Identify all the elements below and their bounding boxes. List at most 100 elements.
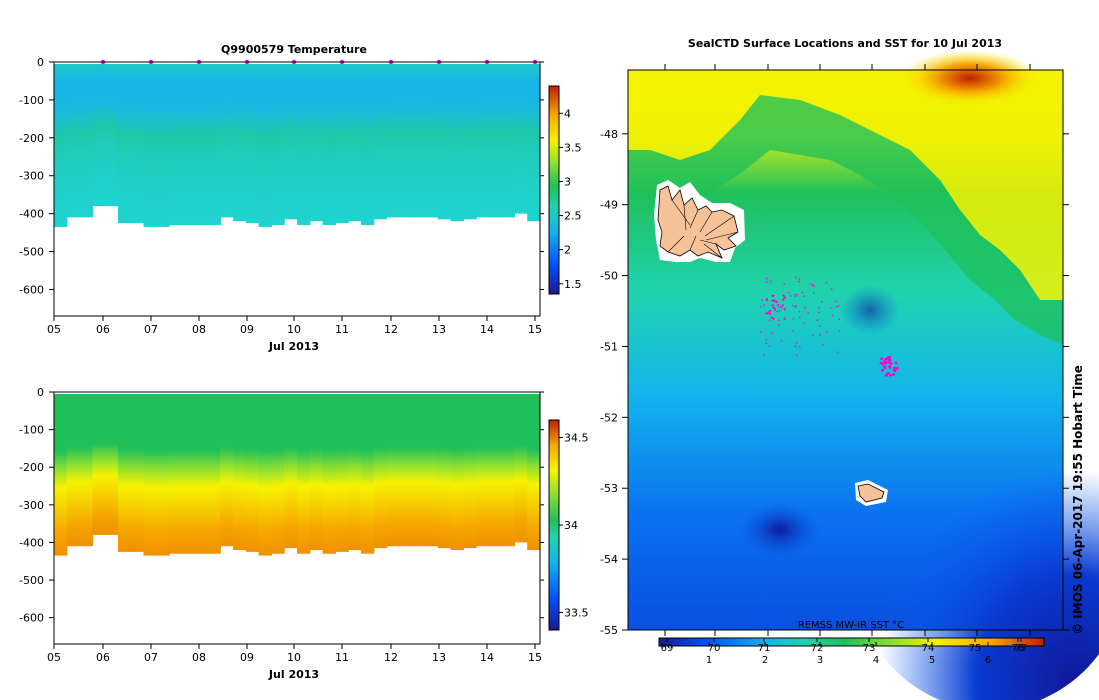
profile-column <box>233 394 247 550</box>
y-tick-label: -300 <box>19 499 44 512</box>
seal-location-dot <box>831 314 834 317</box>
temperature-title: Q9900579 Temperature <box>221 43 367 56</box>
y-tick-label: -300 <box>19 170 44 183</box>
profile-column <box>66 64 81 218</box>
seal-location-dot <box>803 306 806 309</box>
seal-location-dot <box>895 366 899 370</box>
temperature-panel: Q9900579 Temperature 0 -100 -200 -300 -400 -5… <box>19 43 581 353</box>
lat-tick-label: -55 <box>600 624 618 637</box>
x-tick-label: 05 <box>47 323 61 336</box>
seal-location-dot <box>778 323 780 326</box>
seal-location-dot <box>773 307 777 310</box>
seal-location-dot <box>801 291 804 294</box>
seal-location-dot <box>765 281 768 284</box>
seal-location-dot <box>880 357 883 361</box>
x-tick-label: 09 <box>240 323 254 336</box>
profile-column <box>322 394 336 554</box>
seal-location-dot <box>818 306 820 309</box>
seal-location-dot <box>888 365 891 368</box>
sst-map-panel: SealCTD Surface Locations and SST for 10… <box>600 37 1099 700</box>
seal-location-dot <box>881 368 884 372</box>
seal-location-dot <box>780 306 783 309</box>
x-tick-label: 07 <box>144 323 158 336</box>
seal-location-dot <box>759 331 762 333</box>
profile-column <box>207 394 221 554</box>
x-tick-label: 12 <box>384 651 398 664</box>
seal-location-dot <box>819 333 821 336</box>
seal-location-dot <box>813 284 816 287</box>
seal-location-dot <box>777 303 780 306</box>
seal-location-dot <box>836 351 839 353</box>
profile-column <box>233 64 247 222</box>
lat-tick-label: -54 <box>600 553 618 566</box>
x-tick-label: 06 <box>96 651 110 664</box>
profile-column <box>92 64 106 207</box>
sst-yellow-green-front <box>628 95 1063 345</box>
temperature-x-label: Jul 2013 <box>268 340 319 353</box>
sst-warm-front <box>628 70 1063 300</box>
profile-column <box>348 64 362 222</box>
seal-location-dot <box>769 312 772 315</box>
seal-location-dot <box>792 304 794 307</box>
colorbar-tick-label: 34 <box>564 519 578 532</box>
x-tick-label: 13 <box>432 651 446 664</box>
salinity-x-label: Jul 2013 <box>268 668 319 681</box>
profile-column <box>335 64 349 224</box>
seal-location-dot <box>776 310 779 313</box>
profile-column <box>220 394 234 547</box>
seal-location-dot <box>835 300 838 303</box>
colorbar-tick-c-label: 3 <box>817 655 823 666</box>
temperature-colorbar <box>548 85 560 295</box>
colorbar-tick-c-label: 6 <box>985 655 991 666</box>
profile-column <box>297 394 311 554</box>
seal-location-dot <box>835 305 838 308</box>
profile-column <box>169 64 183 225</box>
profile-column <box>169 394 183 554</box>
seal-location-dot <box>807 312 810 315</box>
profile-column <box>386 394 400 547</box>
lat-tick-label: -48 <box>600 128 618 141</box>
seal-location-dot <box>768 319 771 322</box>
profile-column <box>437 64 452 220</box>
profile-column <box>66 394 81 547</box>
seal-location-dot <box>792 329 794 332</box>
y-tick-label: -500 <box>19 246 44 259</box>
seal-location-dot <box>802 295 805 298</box>
profile-column <box>181 394 196 554</box>
salinity-y-axis: 0 -100 -200 -300 -400 -500 -600 <box>19 386 544 625</box>
colorbar-tick-f-label: 75 <box>969 643 982 654</box>
y-tick-label: -200 <box>19 132 44 145</box>
colorbar-tick-label: 33.5 <box>564 607 589 620</box>
x-tick-label: 15 <box>528 651 542 664</box>
colorbar-tick-f-label: 71 <box>758 643 771 654</box>
seal-locations <box>759 276 899 377</box>
profile-column <box>527 64 541 222</box>
profile-column <box>105 394 119 535</box>
profile-column <box>335 394 349 552</box>
seal-location-dot <box>894 361 898 365</box>
kerguelen-fjords <box>667 199 739 259</box>
temperature-profiles <box>54 64 541 227</box>
seal-location-dot <box>818 311 820 314</box>
seal-location-dot <box>765 277 768 280</box>
profile-column <box>309 64 324 222</box>
seal-location-dot <box>812 292 815 294</box>
x-tick-label: 10 <box>287 323 301 336</box>
profile-column <box>348 394 362 550</box>
heard-island <box>857 483 885 503</box>
seal-location-dot <box>774 309 776 312</box>
seal-location-dot <box>781 304 784 307</box>
seal-location-dot <box>787 292 790 294</box>
seal-location-dot <box>771 332 774 335</box>
profile-column <box>156 394 170 556</box>
salinity-profiles <box>54 394 541 556</box>
x-tick-label: 08 <box>192 651 206 664</box>
seal-location-dot <box>772 317 775 320</box>
seal-location-dot <box>778 310 781 313</box>
seal-location-dot <box>889 362 893 366</box>
profile-column <box>501 64 515 218</box>
seal-location-dot <box>792 318 795 320</box>
seal-location-dot <box>892 373 895 376</box>
seal-location-dot <box>770 280 772 283</box>
